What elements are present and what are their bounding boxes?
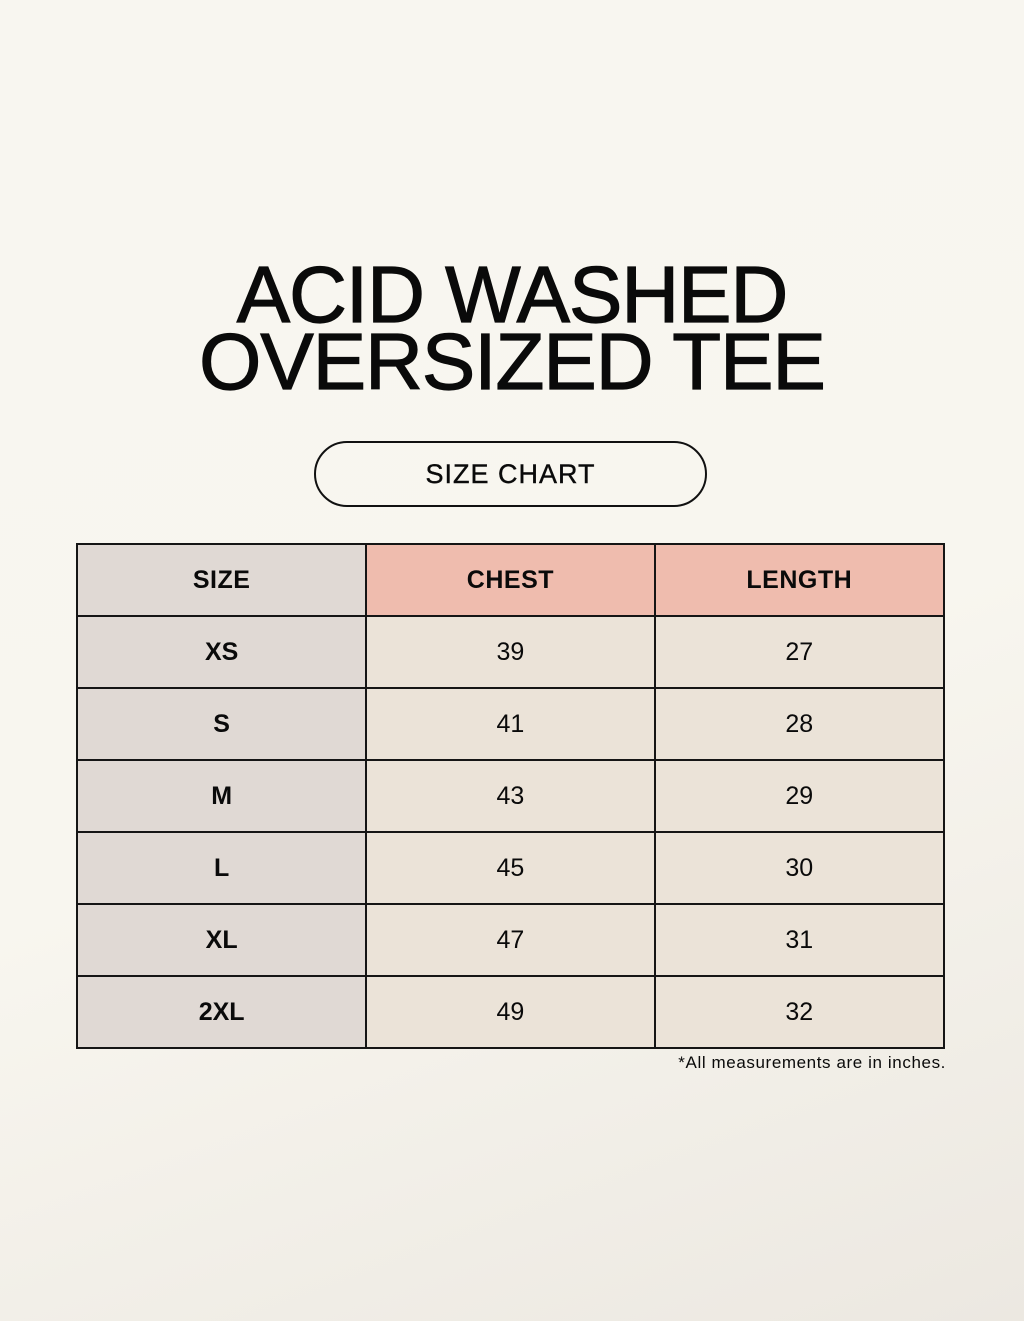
- size-table: SIZE CHEST LENGTH XS 39 27 S 41 28 M 43 29 L 45 30 X…: [75, 543, 946, 1049]
- title-line-1: ACID WASHED: [236, 250, 789, 339]
- cell-length: 29: [653, 759, 946, 833]
- cell-size: XL: [75, 903, 368, 977]
- measurement-note: *All measurements are in inches.: [678, 1053, 946, 1072]
- cell-length: 31: [653, 903, 946, 977]
- cell-size: S: [75, 687, 368, 761]
- cell-length: 28: [653, 687, 946, 761]
- cell-chest: 39: [365, 615, 656, 689]
- table-row: 2XL 49 32: [75, 975, 946, 1049]
- cell-length: 27: [653, 615, 946, 689]
- cell-length: 32: [653, 975, 946, 1049]
- table-header-row: SIZE CHEST LENGTH: [75, 543, 946, 617]
- cell-chest: 43: [365, 759, 656, 833]
- cell-chest: 41: [365, 687, 656, 761]
- header-length: LENGTH: [653, 543, 946, 617]
- cell-size: M: [75, 759, 368, 833]
- cell-length: 30: [653, 831, 946, 905]
- cell-chest: 45: [365, 831, 656, 905]
- table-row: L 45 30: [75, 831, 946, 905]
- table-row: S 41 28: [75, 687, 946, 761]
- title-line-2: OVERSIZED TEE: [199, 317, 827, 406]
- size-chart-badge: SIZE CHART: [314, 441, 707, 507]
- table-row: M 43 29: [75, 759, 946, 833]
- cell-chest: 47: [365, 903, 656, 977]
- header-chest: CHEST: [365, 543, 656, 617]
- table-row: XS 39 27: [75, 615, 946, 689]
- cell-size: 2XL: [75, 975, 368, 1049]
- header-size: SIZE: [75, 543, 368, 617]
- cell-chest: 49: [365, 975, 656, 1049]
- cell-size: XS: [75, 615, 368, 689]
- cell-size: L: [75, 831, 368, 905]
- table-row: XL 47 31: [75, 903, 946, 977]
